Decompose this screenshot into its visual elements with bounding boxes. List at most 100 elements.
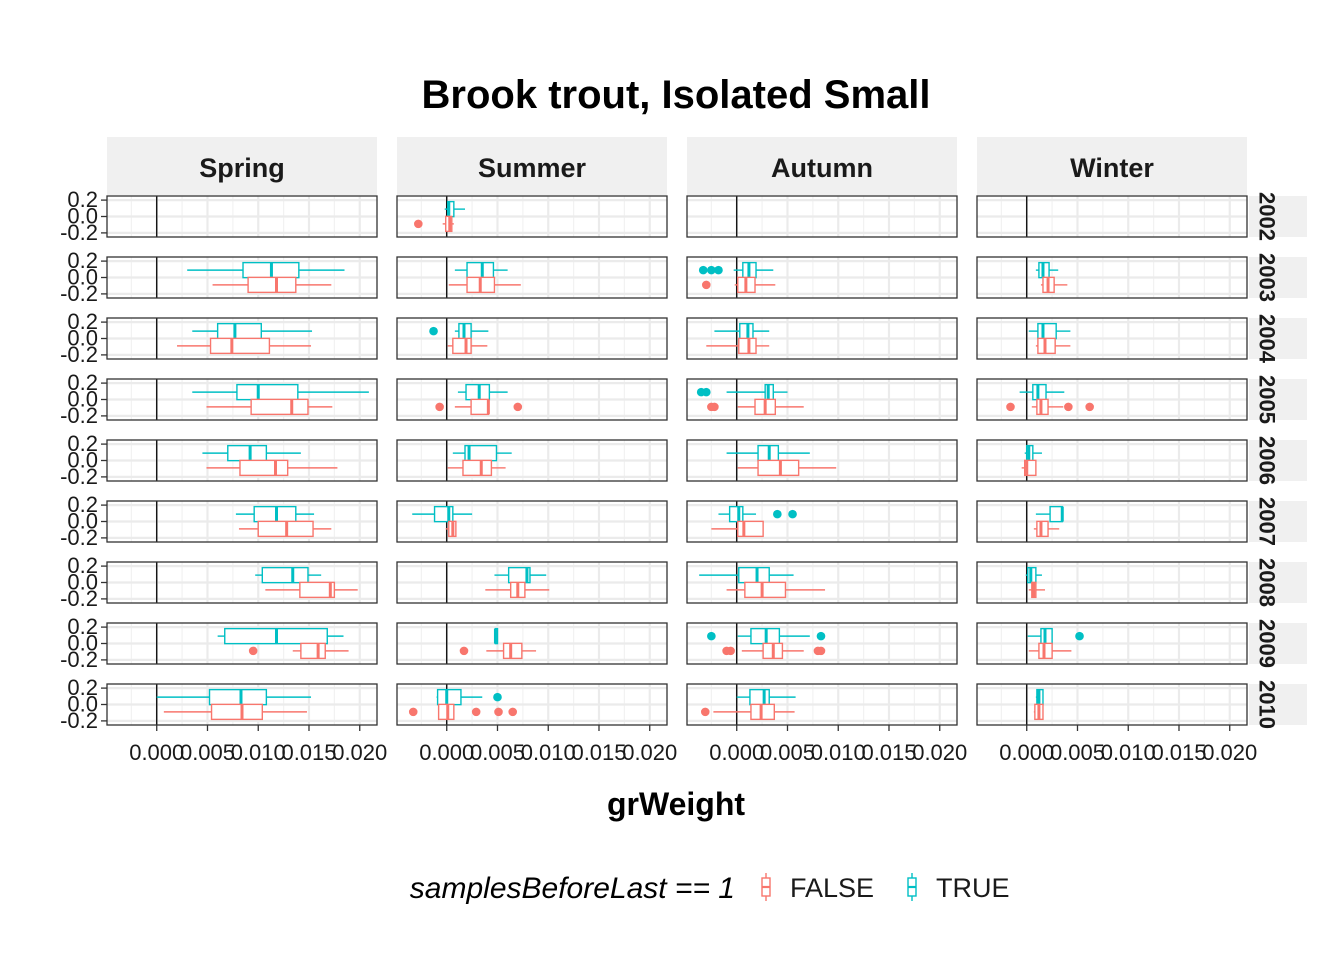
outlier-point <box>1085 402 1094 412</box>
y-tick-label: 0.0 <box>67 509 98 534</box>
panel-spring-2008 <box>106 561 378 604</box>
y-tick-label: -0.2 <box>60 342 98 367</box>
panel-border <box>976 317 1248 360</box>
x-tick-label: 0.000 <box>129 740 184 765</box>
y-tick-label: -0.2 <box>60 281 98 306</box>
x-tick-label: 0.020 <box>1202 740 1257 765</box>
strip-row-label: 2002 <box>1255 192 1280 241</box>
boxplot-false <box>248 642 349 660</box>
strip-row-label: 2005 <box>1255 375 1280 424</box>
y-axis-2008: -0.20.00.2 <box>60 553 107 611</box>
boxplot-false <box>1021 459 1037 477</box>
y-axis-2003: -0.20.00.2 <box>60 248 107 306</box>
outlier-point <box>494 707 503 717</box>
boxplot-false <box>1028 642 1072 660</box>
panel-autumn-2007 <box>686 500 958 543</box>
panel-winter-2010 <box>976 683 1248 726</box>
panel-border <box>976 500 1248 543</box>
box-iqr <box>247 276 297 294</box>
outlier-point <box>698 265 708 275</box>
boxplot-false <box>726 581 826 599</box>
y-tick-label: 0.2 <box>67 614 98 639</box>
panel-border <box>976 439 1248 482</box>
strip-row-label: 2008 <box>1255 558 1280 607</box>
outlier-point <box>707 631 716 641</box>
boxplot-false <box>485 581 550 599</box>
y-tick-label: -0.2 <box>60 708 98 733</box>
boxplot-false <box>706 337 770 355</box>
panel-autumn-2009 <box>686 622 958 665</box>
boxplot-true <box>156 688 312 706</box>
legend-key-false <box>761 873 771 901</box>
boxplot-false <box>1006 398 1094 416</box>
y-axis-2007: -0.20.00.2 <box>60 492 107 550</box>
outlier-point <box>710 402 719 412</box>
legend-key-true <box>907 873 917 901</box>
panel-border <box>686 561 958 604</box>
strip-label: Summer <box>478 153 587 183</box>
boxplot-false <box>1035 337 1071 355</box>
outlier-point <box>513 402 523 412</box>
box-iqr <box>1032 383 1047 401</box>
strip-row-2010: 2010 <box>1249 680 1307 729</box>
boxplot-true <box>1035 505 1064 523</box>
x-tick-label: 0.000 <box>999 740 1054 765</box>
boxplot-false <box>265 581 358 599</box>
boxplot-false <box>1033 520 1060 538</box>
panel-summer-2003 <box>396 256 668 299</box>
boxplot-false <box>722 642 826 660</box>
box-iqr <box>1037 322 1057 340</box>
x-tick-label: 0.005 <box>470 740 525 765</box>
panel-spring-2010 <box>106 683 378 726</box>
legend-label-true: TRUE <box>936 873 1010 903</box>
boxplot-true <box>707 627 826 645</box>
y-tick-label: 0.2 <box>67 492 98 517</box>
y-tick-label: 0.0 <box>67 326 98 351</box>
boxplot-false <box>700 703 795 721</box>
box-iqr <box>239 459 289 477</box>
legend: samplesBeforeLast == 1 FALSE TRUE <box>410 872 1010 905</box>
panel-border <box>396 683 668 726</box>
strip-row-label: 2006 <box>1255 436 1280 485</box>
outlier-point <box>459 646 469 656</box>
y-tick-label: 0.2 <box>67 248 98 273</box>
box-iqr <box>1036 520 1049 538</box>
outlier-point <box>714 265 723 275</box>
panel-border <box>686 622 958 665</box>
x-tick-label: 0.010 <box>231 740 286 765</box>
panel-autumn-2006 <box>686 439 958 482</box>
box-iqr <box>216 322 262 340</box>
y-tick-label: -0.2 <box>60 647 98 672</box>
outlier-point <box>726 646 735 656</box>
panel-winter-2005 <box>976 378 1248 421</box>
x-tick-label: 0.010 <box>521 740 576 765</box>
outlier-point <box>471 707 481 717</box>
strip-background <box>1249 318 1307 359</box>
panel-summer-2009 <box>396 622 668 665</box>
strip-background <box>1249 379 1307 420</box>
outlier-point <box>493 692 502 702</box>
y-tick-label: 0.0 <box>67 448 98 473</box>
y-tick-label: -0.2 <box>60 220 98 245</box>
strip-label: Spring <box>199 153 285 183</box>
x-tick-label: 0.005 <box>1050 740 1105 765</box>
box-iqr <box>502 642 523 660</box>
outlier-point <box>1075 631 1084 641</box>
strip-row-label: 2003 <box>1255 253 1280 302</box>
x-tick-label: 0.005 <box>760 740 815 765</box>
strip-background <box>1249 440 1307 481</box>
boxplot-false <box>206 398 333 416</box>
boxplot-true <box>412 505 473 523</box>
panel-border <box>976 561 1248 604</box>
y-tick-label: 0.0 <box>67 265 98 290</box>
strip-background <box>1249 501 1307 542</box>
box-iqr <box>227 444 268 462</box>
boxplot-true <box>429 322 489 340</box>
y-axis-2005: -0.20.00.2 <box>60 370 107 428</box>
panel-autumn-2008 <box>686 561 958 604</box>
box-iqr <box>1036 398 1049 416</box>
boxplot-false <box>445 520 457 538</box>
boxplot-true <box>714 322 770 340</box>
